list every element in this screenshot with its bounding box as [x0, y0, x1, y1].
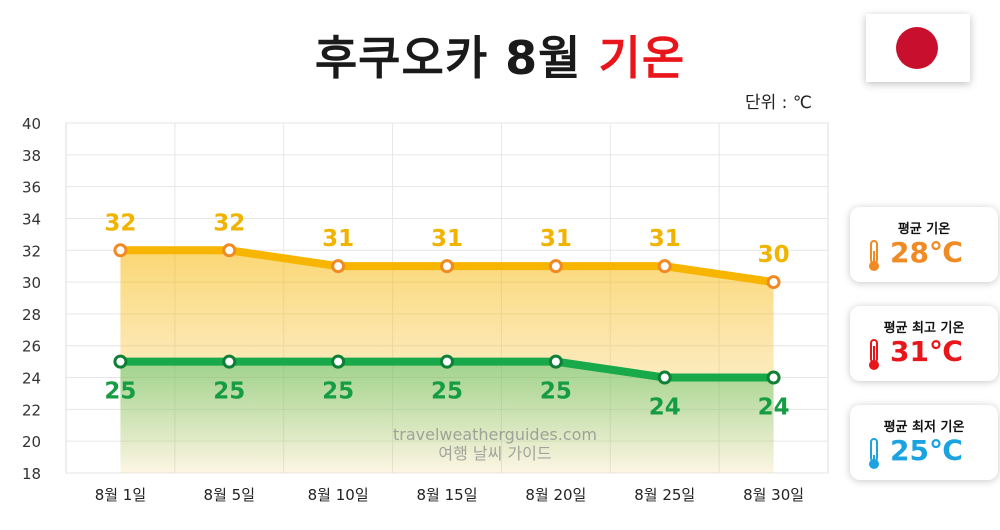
watermark-text: 여행 날씨 가이드	[438, 444, 551, 463]
low-temp-label: 25	[213, 379, 245, 405]
high-temp-label: 31	[540, 226, 572, 252]
high-temp-label: 30	[758, 242, 790, 268]
thermometer-icon	[869, 438, 879, 469]
chart-title-highlight: 기온	[598, 31, 686, 85]
high-temp-point	[222, 243, 237, 258]
y-tick-label: 32	[22, 242, 41, 260]
avg-high-card: 평균 최고 기온 31℃	[850, 306, 998, 381]
y-tick-label: 24	[22, 370, 41, 388]
avg-low-value: 25℃	[890, 434, 963, 467]
high-temp-point	[440, 259, 454, 274]
x-tick-label: 8월 20일	[525, 486, 586, 504]
y-tick-label: 26	[22, 338, 41, 356]
high-temp-point	[331, 259, 346, 274]
avg-high-label: 평균 최고 기온	[883, 321, 965, 336]
y-tick-label: 40	[22, 115, 41, 133]
y-tick-label: 18	[22, 465, 41, 483]
high-temp-label: 31	[431, 226, 463, 252]
x-tick-label: 8월 30일	[743, 486, 804, 504]
avg-low-label: 평균 최저 기온	[883, 420, 965, 435]
low-temp-label: 24	[649, 395, 681, 421]
x-tick-label: 8월 15일	[417, 486, 478, 504]
y-tick-label: 34	[22, 210, 41, 228]
high-temp-point	[657, 259, 672, 274]
watermark-url: travelweatherguides.com	[393, 425, 597, 444]
low-temp-point	[440, 354, 454, 369]
high-temp-label: 32	[104, 210, 136, 236]
low-temp-point	[657, 370, 672, 385]
x-tick-label: 8월 10일	[308, 486, 369, 504]
y-tick-label: 38	[22, 147, 41, 165]
y-tick-label: 20	[22, 433, 41, 451]
avg-temp-card: 평균 기온 28℃	[850, 207, 998, 282]
x-tick-label: 8월 1일	[95, 486, 146, 504]
low-temp-label: 25	[322, 379, 354, 405]
japan-flag-icon	[866, 14, 970, 82]
low-temp-label: 25	[431, 379, 463, 405]
x-tick-label: 8월 5일	[204, 486, 255, 504]
y-tick-label: 22	[22, 401, 41, 419]
y-tick-label: 28	[22, 306, 41, 324]
y-tick-label: 36	[22, 179, 41, 197]
high-temp-label: 32	[213, 210, 245, 236]
thermometer-icon	[869, 339, 879, 370]
y-tick-label: 30	[22, 274, 41, 292]
low-temp-label: 25	[104, 379, 136, 405]
avg-high-value: 31℃	[890, 335, 963, 368]
low-temp-point	[548, 354, 563, 369]
low-temp-label: 25	[540, 379, 572, 405]
high-temp-label: 31	[649, 226, 681, 252]
avg-low-card: 평균 최저 기온 25℃	[850, 405, 998, 480]
high-temp-point	[548, 259, 563, 274]
avg-temp-label: 평균 기온	[897, 222, 951, 237]
low-temp-label: 24	[758, 395, 790, 421]
chart-title-main: 후쿠오카 8월	[314, 31, 582, 85]
low-temp-point	[331, 354, 346, 369]
unit-label: 단위 : ℃	[745, 93, 812, 113]
low-temp-point	[766, 370, 781, 385]
chart-title: 후쿠오카 8월 기온	[0, 22, 1000, 88]
high-temp-point	[113, 243, 128, 258]
low-temp-point	[113, 354, 128, 369]
x-tick-label: 8월 25일	[634, 486, 695, 504]
low-area-fill	[120, 361, 774, 473]
high-temp-point	[766, 275, 781, 290]
avg-temp-value: 28℃	[890, 236, 963, 269]
high-temp-label: 31	[322, 226, 354, 252]
low-temp-point	[222, 354, 237, 369]
thermometer-icon	[869, 240, 879, 271]
